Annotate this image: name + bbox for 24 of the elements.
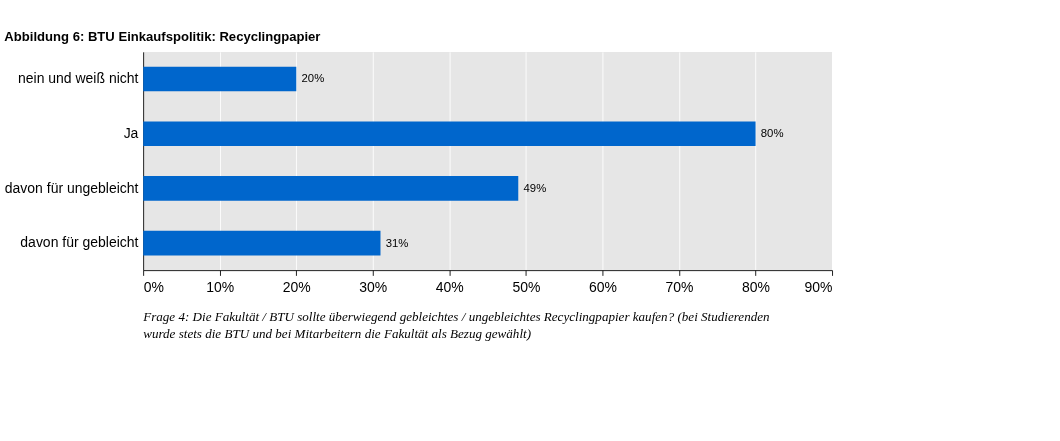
bar xyxy=(143,66,297,92)
x-tick-label: 30% xyxy=(359,279,388,296)
bar xyxy=(143,121,756,146)
x-tick-label: 40% xyxy=(435,279,464,296)
x-tick-label: 60% xyxy=(588,279,617,296)
x-tick-label: 90% xyxy=(804,279,833,296)
x-tick-label: 10% xyxy=(206,279,235,296)
x-tick-label: 70% xyxy=(665,279,694,296)
y-tick-label: davon für ungebleicht xyxy=(4,179,139,196)
text: Frage 4: Die Fakultät / BTU sollte überwiegend gebleichtes / ungebleichtes Recyclingpapier kaufen? (bei Studierenden wurde stets die BTU und bei Mitarbeitern die Fakultät als Bezug gewählt) xyxy=(142,308,770,342)
data-label: 49% xyxy=(523,181,547,194)
y-tick-label: Ja xyxy=(123,125,139,142)
data-label: 80% xyxy=(760,127,784,140)
y-tick-label: nein und weiß nicht xyxy=(18,70,139,87)
data-label: 31% xyxy=(385,236,409,249)
chart-title: Abbildung 6: BTU Einkaufspolitik: Recyclingpapier xyxy=(4,28,321,44)
bar xyxy=(143,176,519,201)
x-tick-label: 0% xyxy=(143,279,164,296)
data-label: 20% xyxy=(301,72,325,85)
x-tick-label: 20% xyxy=(282,279,311,296)
bar xyxy=(143,230,381,256)
x-tick-label: 80% xyxy=(742,279,770,296)
x-tick-label: 50% xyxy=(512,279,541,296)
y-tick-label: davon für gebleicht xyxy=(20,234,139,251)
